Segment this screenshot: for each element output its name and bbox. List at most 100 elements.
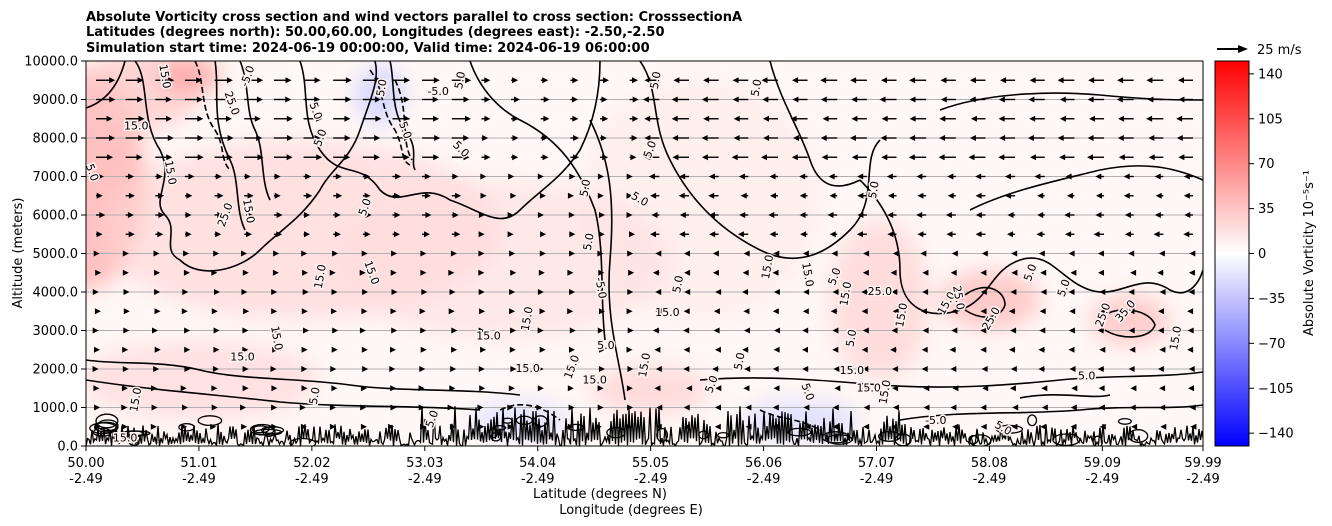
wind-vector (599, 366, 605, 372)
x-tick-lon-0: -2.49 (69, 472, 103, 487)
wind-vector (1099, 346, 1106, 353)
wind-vector (738, 173, 749, 180)
wind-vector (1188, 366, 1195, 372)
wind-vector (1099, 289, 1106, 295)
wind-vector (1129, 346, 1136, 353)
wind-vector (1188, 385, 1194, 392)
wind-vector (184, 192, 193, 199)
colorbar: 140 105 70 35 0 −35 −70 −105 −140 Absolute Vorti… (1214, 60, 1317, 447)
wind-vector (629, 96, 639, 103)
wind-vector (629, 77, 638, 84)
terrain-loop-32 (502, 417, 513, 424)
wind-vector (1118, 115, 1134, 122)
wind-vector (420, 423, 427, 430)
wind-vector (184, 346, 191, 353)
wind-vector (511, 96, 520, 103)
wind-vector (184, 135, 204, 141)
shading-blob-13 (590, 365, 710, 415)
wind-vector (122, 346, 129, 353)
wind-vector (361, 250, 368, 257)
wind-vector (422, 77, 440, 84)
wind-vector (982, 385, 989, 392)
wind-vector (857, 173, 867, 180)
contour-label-36: 15.0 (840, 364, 865, 377)
wind-vector (890, 269, 897, 276)
wind-vector (1008, 308, 1016, 315)
wind-vector (273, 212, 283, 218)
wind-vector (1188, 269, 1195, 276)
wind-vector (761, 154, 778, 161)
wind-vector (652, 327, 660, 334)
contour-line-1 (134, 61, 378, 272)
wind-vector (508, 173, 515, 180)
colorbar-tick-label-3: 35 (1258, 202, 1275, 217)
wind-vector (917, 192, 927, 199)
x-tick-lon-5: -2.49 (634, 472, 668, 487)
wind-vector (762, 96, 778, 103)
wind-vector (125, 77, 144, 84)
terrain-loop-16 (1117, 417, 1132, 425)
wind-vector (732, 77, 749, 84)
terrain-loop-33 (121, 430, 145, 438)
wind-vector (303, 96, 321, 103)
wind-vector (392, 231, 400, 238)
wind-vector (214, 77, 233, 84)
wind-vector (715, 385, 722, 392)
wind-vector (650, 192, 660, 199)
colorbar-ticks: 140 105 70 35 0 −35 −70 −105 −140 (1249, 67, 1294, 442)
contour-label-61: 15.0 (582, 374, 607, 387)
wind-vector (509, 250, 516, 257)
wind-vector (361, 308, 368, 315)
terrain-loop-19 (656, 427, 669, 443)
wind-vector (537, 385, 544, 392)
chart-title-line-2: Latitudes (degrees north): 50.00,60.00, … (86, 25, 665, 40)
wind-vector (271, 423, 278, 430)
wind-vector (1124, 212, 1134, 218)
wind-vector (301, 250, 308, 257)
wind-vector (122, 366, 129, 372)
wind-vector (999, 135, 1016, 141)
wind-vector (792, 77, 808, 84)
contour-label-23: -5.0 (593, 276, 610, 299)
contour-label-40: 15.0 (837, 281, 854, 307)
wind-vector (950, 269, 957, 276)
wind-vector (744, 366, 751, 372)
wind-vector (479, 308, 486, 315)
wind-vector (862, 366, 869, 372)
x-tick-lat-2: 52.02 (293, 456, 330, 471)
wind-vector (481, 115, 491, 122)
wind-vector (917, 231, 927, 238)
wind-vector (211, 404, 218, 411)
x-tick-lat-4: 54.04 (519, 456, 556, 471)
wind-vector (569, 173, 576, 180)
wind-vector (772, 423, 779, 430)
wind-vector (536, 404, 543, 411)
wind-vector (477, 404, 484, 411)
terrain-loop-29 (197, 415, 223, 427)
wind-vector (1089, 115, 1105, 122)
wind-vector (122, 250, 129, 257)
contour-line-18 (899, 404, 1203, 421)
wind-vector (392, 173, 402, 180)
plot-area: 15.015.05.0 15.025.0 15.025.0-5.05.05.05.0… (86, 61, 1203, 446)
wind-vector (773, 346, 780, 353)
wind-vector (1123, 192, 1134, 199)
wind-vector (1040, 289, 1047, 295)
wind-vector (600, 115, 609, 122)
wind-vector (678, 192, 689, 199)
wind-vector (998, 154, 1016, 161)
wind-vector (362, 289, 369, 295)
wind-vector (301, 308, 308, 315)
wind-vector (938, 154, 956, 161)
wind-vector (478, 231, 485, 238)
wind-vector (121, 423, 128, 430)
x-tick-lon-3: -2.49 (408, 472, 442, 487)
wind-vector (451, 115, 471, 122)
wind-vector (969, 96, 986, 103)
y-tick-label-2: 2000.0 (33, 363, 79, 378)
wind-vector (360, 423, 367, 430)
wind-vector (714, 346, 721, 353)
wind-vector (947, 173, 956, 180)
wind-vector (655, 423, 662, 430)
wind-vector (451, 135, 470, 141)
